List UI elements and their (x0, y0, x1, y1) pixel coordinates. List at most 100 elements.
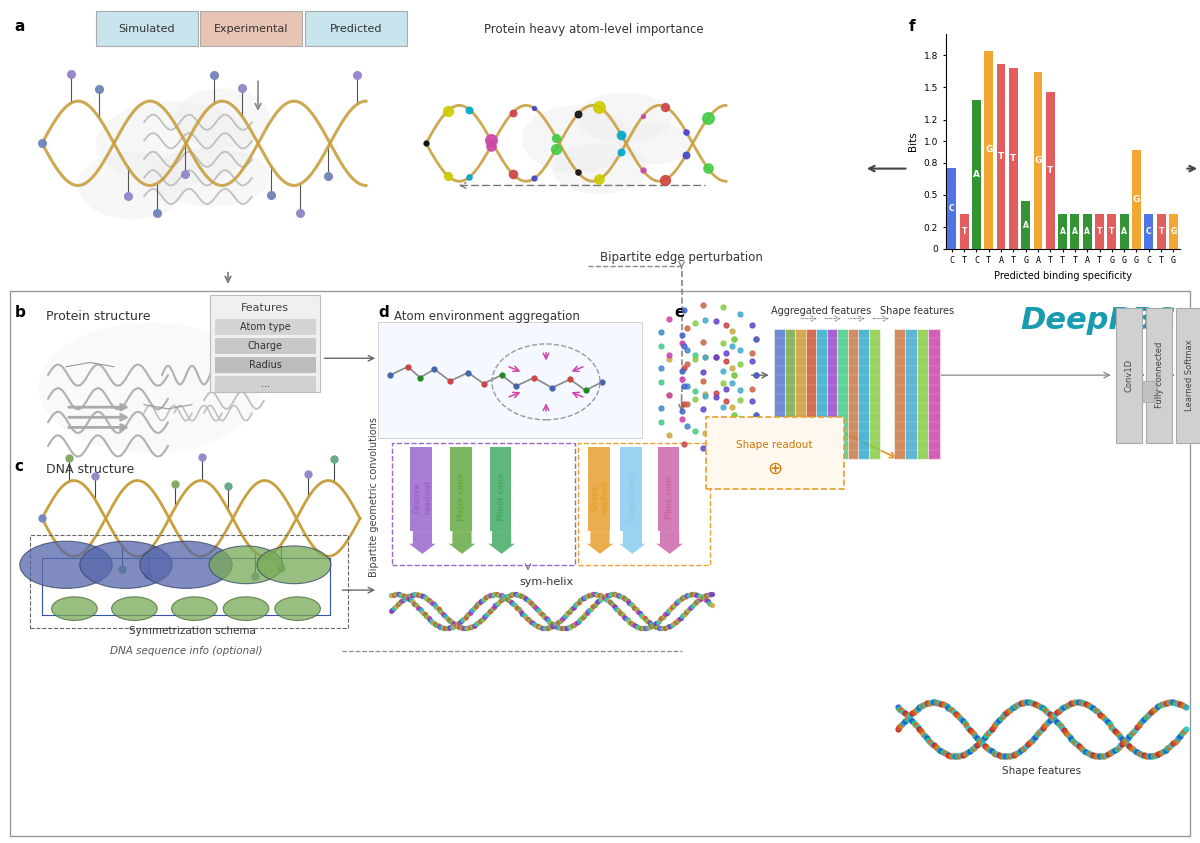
Ellipse shape (209, 546, 283, 583)
Text: G: G (1133, 195, 1140, 204)
Text: A: A (1022, 221, 1028, 229)
Bar (972, 100, 980, 249)
Ellipse shape (78, 152, 186, 219)
Text: Bipartite geometric convolutions: Bipartite geometric convolutions (370, 417, 379, 577)
Text: Fully connected: Fully connected (1154, 342, 1164, 408)
Bar (215, 319, 316, 335)
Text: Simulated: Simulated (119, 24, 175, 34)
Text: T: T (1010, 154, 1016, 163)
Text: Phos conv: Phos conv (665, 475, 674, 519)
Ellipse shape (96, 101, 252, 185)
Text: A: A (1072, 227, 1078, 236)
Ellipse shape (150, 148, 270, 207)
Text: DeepPBS: DeepPBS (1020, 306, 1176, 335)
Text: b: b (14, 305, 25, 320)
Ellipse shape (552, 143, 648, 194)
Bar (1132, 150, 1141, 249)
Bar (1021, 201, 1030, 249)
Text: Atom environment aggregation: Atom environment aggregation (394, 309, 580, 323)
Ellipse shape (174, 89, 270, 148)
Bar (305, 11, 407, 46)
Bar (805, 329, 816, 459)
Bar (1108, 214, 1116, 249)
Ellipse shape (38, 322, 262, 453)
FancyArrow shape (449, 531, 475, 554)
Text: f: f (908, 19, 916, 34)
Bar (796, 329, 805, 459)
Bar (827, 329, 838, 459)
Bar (1142, 381, 1157, 402)
Text: C: C (1146, 227, 1152, 236)
Text: G: G (1034, 156, 1042, 165)
Bar (996, 64, 1006, 249)
Ellipse shape (576, 93, 672, 143)
Bar (200, 11, 302, 46)
FancyArrow shape (409, 531, 436, 554)
Text: Aggregated features: Aggregated features (772, 306, 871, 316)
Bar (10, 291, 1190, 836)
Bar (490, 447, 511, 531)
Bar (30, 535, 348, 628)
Bar (1058, 214, 1067, 249)
FancyArrow shape (488, 531, 515, 554)
Bar (960, 214, 968, 249)
Text: Shape
readout: Shape readout (590, 481, 610, 514)
Text: A: A (1060, 227, 1066, 236)
Text: Minor conv: Minor conv (497, 473, 506, 522)
Text: DNA sequence info (optional): DNA sequence info (optional) (109, 646, 263, 656)
Text: Shape readout: Shape readout (737, 439, 812, 449)
Text: T: T (1158, 227, 1164, 236)
Bar (210, 295, 320, 392)
FancyArrow shape (587, 531, 613, 554)
Bar (1046, 92, 1055, 249)
Text: ⊕: ⊕ (767, 460, 782, 478)
Text: G: G (985, 145, 992, 154)
Text: sym-helix: sym-helix (518, 577, 574, 587)
X-axis label: Predicted binding specificity: Predicted binding specificity (994, 271, 1132, 281)
Text: d: d (378, 305, 389, 320)
Text: ...: ... (714, 433, 726, 447)
Bar (410, 447, 432, 531)
Text: g: g (396, 19, 407, 34)
Bar (215, 338, 316, 354)
Bar (1082, 214, 1092, 249)
Ellipse shape (172, 597, 217, 620)
Text: T: T (1109, 227, 1115, 236)
Bar (838, 329, 848, 459)
Bar (984, 51, 994, 249)
Bar (785, 329, 796, 459)
Text: Shape features: Shape features (1002, 766, 1081, 776)
Text: G: G (1170, 227, 1176, 236)
Ellipse shape (112, 597, 157, 620)
Text: Radius: Radius (248, 360, 282, 370)
Bar (894, 329, 906, 459)
Text: DNA structure: DNA structure (46, 463, 134, 476)
Ellipse shape (522, 105, 630, 173)
Text: c: c (14, 459, 24, 475)
Bar (774, 329, 785, 459)
Y-axis label: Bits: Bits (908, 132, 918, 151)
Text: Protein heavy atom-level importance: Protein heavy atom-level importance (484, 23, 704, 36)
Bar (848, 329, 858, 459)
Ellipse shape (19, 541, 113, 588)
Bar (706, 417, 844, 489)
Bar (588, 447, 610, 531)
Bar (1157, 214, 1165, 249)
Text: Sugar conv: Sugar conv (628, 473, 637, 522)
Bar (215, 375, 316, 392)
Text: Shape features: Shape features (880, 306, 954, 316)
Bar (96, 11, 198, 46)
Text: Learned Softmax: Learned Softmax (1184, 340, 1194, 411)
Text: Conv1D: Conv1D (1124, 358, 1134, 392)
Ellipse shape (139, 541, 233, 588)
Bar (816, 329, 827, 459)
Text: a: a (14, 19, 25, 34)
FancyArrow shape (656, 531, 683, 554)
Bar (858, 329, 869, 459)
Text: T: T (1097, 227, 1103, 236)
Text: A: A (973, 170, 980, 179)
Ellipse shape (257, 546, 331, 583)
Text: T: T (1048, 166, 1054, 175)
Text: T: T (961, 227, 967, 236)
Bar (929, 329, 940, 459)
